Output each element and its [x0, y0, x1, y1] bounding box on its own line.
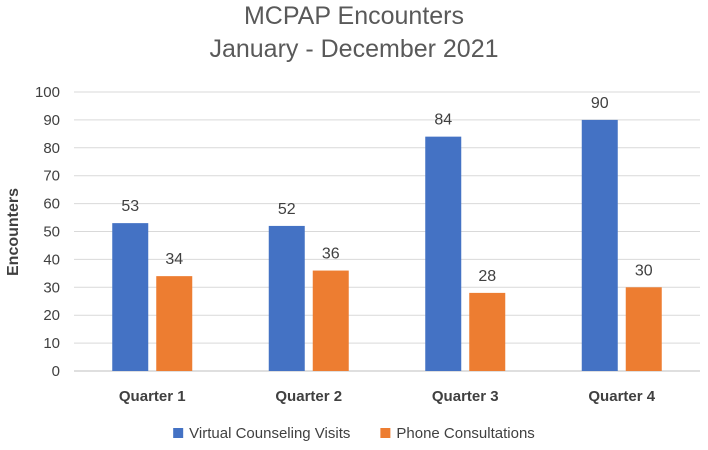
- data-label: 28: [478, 268, 496, 285]
- bar-virtual-counseling-q3: [425, 136, 462, 371]
- legend-label: Virtual Counseling Visits: [189, 425, 350, 442]
- data-label: 52: [278, 201, 296, 218]
- chart-subtitle: January - December 2021: [209, 35, 498, 63]
- legend-swatch: [173, 428, 184, 438]
- bar-phone-consultations-q1: [156, 276, 193, 371]
- bar-virtual-counseling-q1: [112, 223, 149, 371]
- data-label: 36: [322, 246, 340, 263]
- legend-item: Phone Consultations: [380, 425, 535, 442]
- x-category-label: Quarter 4: [588, 388, 655, 405]
- data-label: 84: [434, 112, 452, 129]
- y-tick-label: 80: [43, 140, 60, 157]
- x-category-label: Quarter 1: [119, 388, 186, 405]
- legend-swatch: [380, 428, 391, 438]
- x-category-label: Quarter 3: [432, 388, 499, 405]
- data-label: 90: [591, 95, 609, 112]
- chart-title: MCPAP Encounters: [244, 2, 464, 30]
- y-tick-label: 60: [43, 196, 60, 213]
- y-tick-label: 20: [43, 307, 60, 324]
- data-label: 53: [121, 198, 139, 215]
- bar-phone-consultations-q3: [469, 292, 506, 371]
- y-axis-ticks: 0 10 20 30 40 50 60 70 80 90 100: [35, 84, 60, 380]
- bar-phone-consultations-q2: [312, 270, 349, 371]
- data-labels: 53 34 52 36 84 28 90 30: [121, 95, 652, 285]
- bar-virtual-counseling-q2: [268, 225, 305, 371]
- legend-item: Virtual Counseling Visits: [173, 425, 350, 442]
- y-axis-label: Encounters: [5, 188, 22, 276]
- y-tick-label: 30: [43, 279, 60, 296]
- y-tick-label: 50: [43, 224, 60, 241]
- y-tick-label: 90: [43, 112, 60, 129]
- y-tick-label: 100: [35, 84, 60, 101]
- x-category-label: Quarter 2: [275, 388, 342, 405]
- y-tick-label: 10: [43, 335, 60, 352]
- y-tick-label: 0: [52, 363, 60, 380]
- y-tick-label: 40: [43, 251, 60, 268]
- legend: Virtual Counseling Visits Phone Consultat…: [173, 425, 535, 442]
- data-label: 34: [165, 251, 183, 268]
- bar-phone-consultations-q4: [625, 287, 662, 371]
- data-label: 30: [635, 262, 653, 279]
- y-tick-label: 70: [43, 168, 60, 185]
- x-axis-categories: Quarter 1 Quarter 2 Quarter 3 Quarter 4: [119, 388, 656, 405]
- legend-label: Phone Consultations: [396, 425, 534, 442]
- bar-virtual-counseling-q4: [581, 119, 618, 372]
- bars: [112, 119, 662, 372]
